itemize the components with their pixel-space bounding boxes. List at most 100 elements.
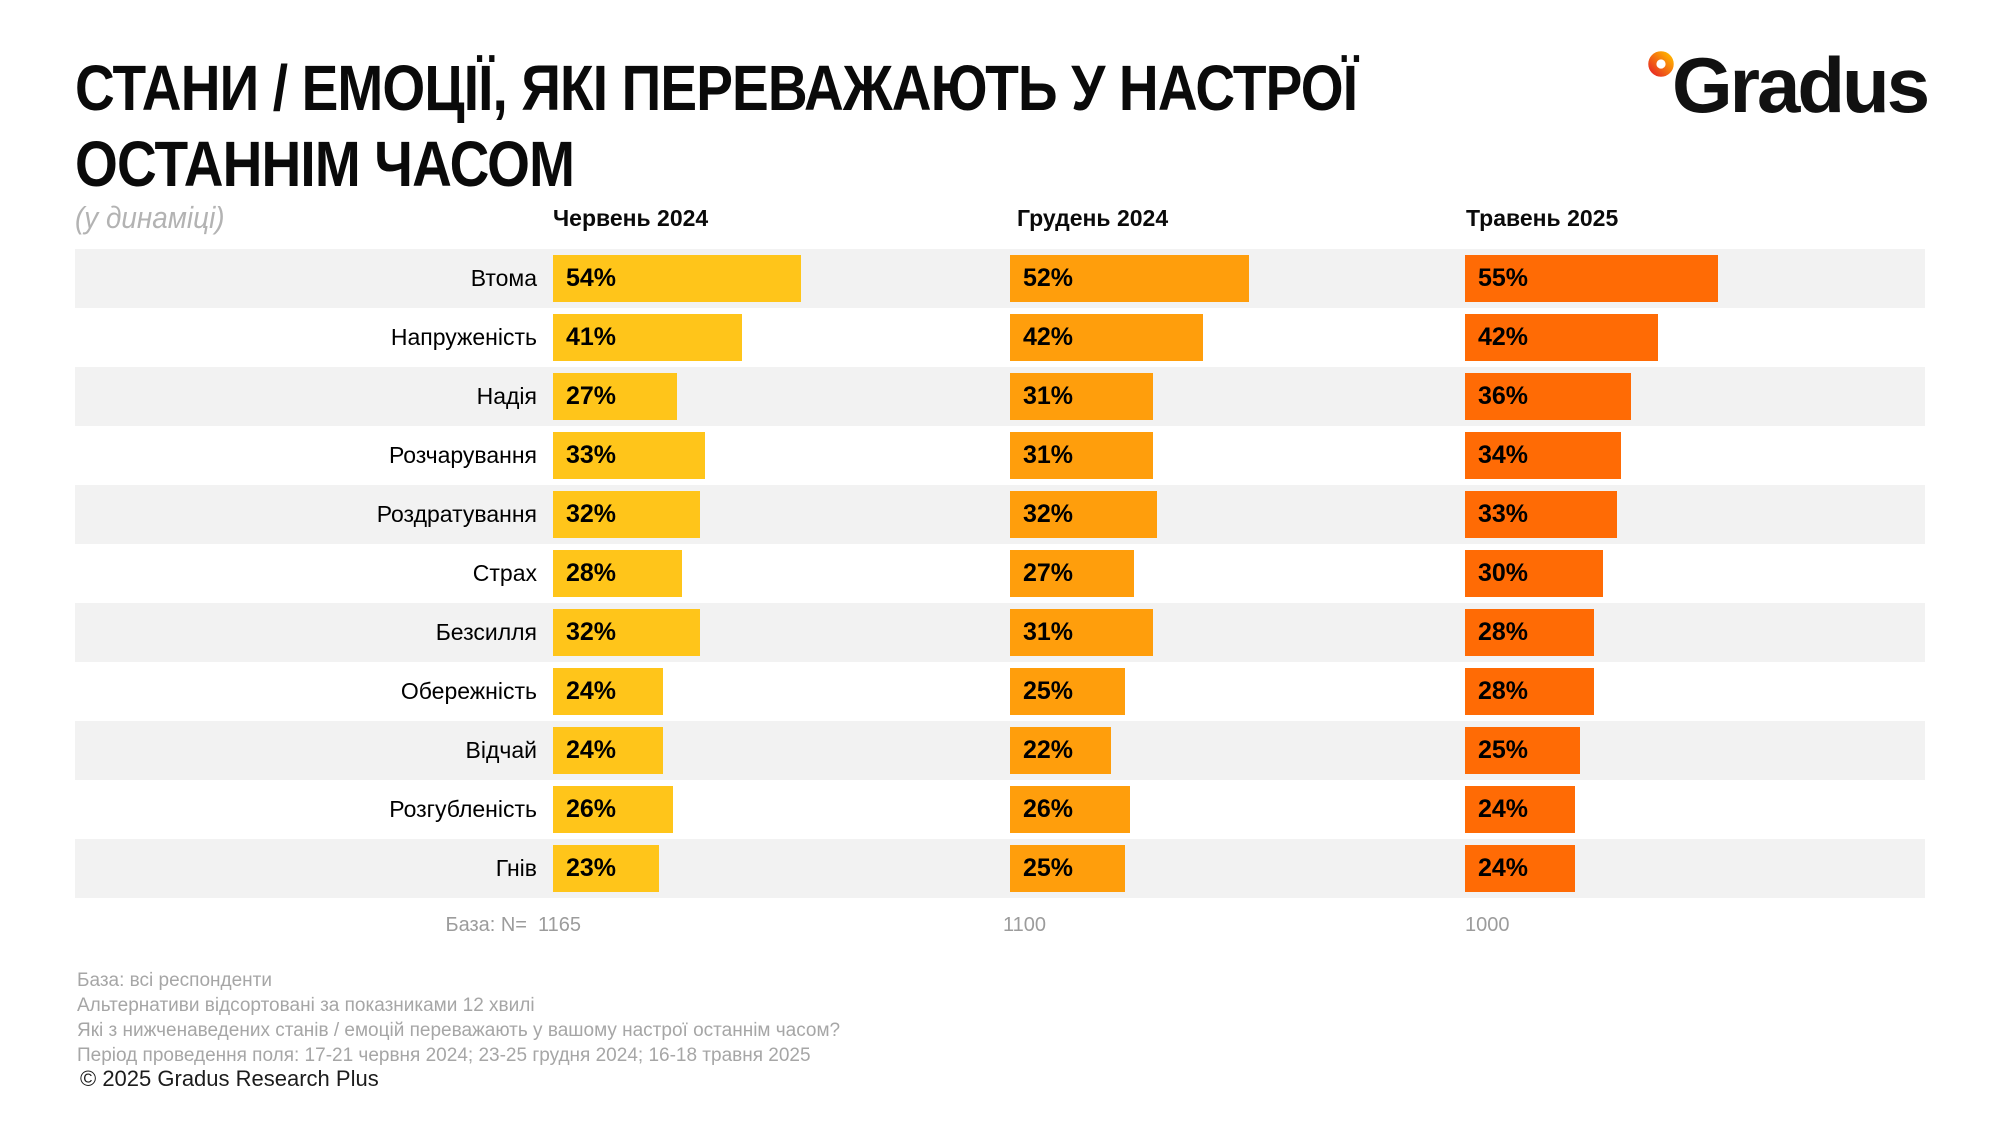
footnotes: База: всі респонденти Альтернативи відсор… xyxy=(77,968,840,1068)
bar-value-label: 41% xyxy=(566,323,617,351)
bar-value-label: 28% xyxy=(566,559,617,587)
base-value-june-2024: 1165 xyxy=(538,914,582,936)
bar: 36% xyxy=(1465,373,1631,420)
bar: 31% xyxy=(1010,609,1153,656)
bar-value-label: 24% xyxy=(566,677,617,705)
category-label: Безсилля xyxy=(435,619,537,645)
bar-value-label: 25% xyxy=(1478,736,1529,764)
bar-value-label: 31% xyxy=(1023,382,1074,410)
bar-value-label: 24% xyxy=(1478,795,1529,823)
bar-value-label: 34% xyxy=(1478,441,1529,469)
bar-value-label: 26% xyxy=(566,795,617,823)
bar: 32% xyxy=(1010,491,1157,538)
bar: 22% xyxy=(1010,727,1111,774)
chart-row: Гнів 23% 25% 24% xyxy=(75,839,1925,898)
category-label: Страх xyxy=(472,560,537,586)
category-label: Гнів xyxy=(495,855,537,881)
bar: 27% xyxy=(553,373,677,420)
chart-row: Розгубленість 26% 26% 24% xyxy=(75,780,1925,839)
chart-row: Страх 28% 27% 30% xyxy=(75,544,1925,603)
bar-chart: Втома 54% 52% 55% Напруженість 41% 42% 42% Надія… xyxy=(75,249,1925,898)
logo-wordmark: Gradus xyxy=(1672,41,1930,129)
bar: 25% xyxy=(1010,845,1125,892)
category-label: Роздратування xyxy=(376,501,537,527)
bar-value-label: 24% xyxy=(566,736,617,764)
bar: 28% xyxy=(1465,609,1594,656)
footnote-line: Які з нижченаведених станів / емоцій пер… xyxy=(77,1020,841,1041)
chart-row: Надія 27% 31% 36% xyxy=(75,367,1925,426)
footnote-line: Період проведення поля: 17-21 червня 202… xyxy=(77,1045,811,1066)
category-label: Втома xyxy=(470,265,537,291)
bar-value-label: 36% xyxy=(1478,382,1529,410)
degree-ring-icon xyxy=(1648,51,1674,77)
bar-value-label: 52% xyxy=(1023,264,1074,292)
bar-value-label: 32% xyxy=(566,500,617,528)
bar-value-label: 24% xyxy=(1478,854,1529,882)
bar: 24% xyxy=(1465,786,1575,833)
bar-value-label: 27% xyxy=(1023,559,1074,587)
bar: 41% xyxy=(553,314,742,361)
page-subtitle: (у динаміці) xyxy=(75,200,225,235)
category-label: Розгубленість xyxy=(389,796,537,822)
bar: 27% xyxy=(1010,550,1134,597)
bar: 25% xyxy=(1465,727,1580,774)
bar-value-label: 31% xyxy=(1023,618,1074,646)
bar: 52% xyxy=(1010,255,1249,302)
category-label: Обережність xyxy=(400,678,537,704)
bar: 24% xyxy=(553,668,663,715)
bar: 28% xyxy=(1465,668,1594,715)
bar-value-label: 33% xyxy=(566,441,617,469)
bar-value-label: 32% xyxy=(1023,500,1074,528)
category-label: Напруженість xyxy=(390,324,537,350)
bar-value-label: 42% xyxy=(1023,323,1074,351)
chart-row: Розчарування 33% 31% 34% xyxy=(75,426,1925,485)
copyright: © 2025 Gradus Research Plus xyxy=(80,1066,379,1091)
category-label: Надія xyxy=(476,383,537,409)
base-label: База: N= xyxy=(445,914,527,936)
bar: 31% xyxy=(1010,432,1153,479)
bar-value-label: 28% xyxy=(1478,618,1529,646)
bar: 28% xyxy=(553,550,682,597)
bar: 33% xyxy=(553,432,705,479)
bar: 54% xyxy=(553,255,801,302)
bar-value-label: 25% xyxy=(1023,854,1074,882)
bar: 23% xyxy=(553,845,659,892)
bar: 25% xyxy=(1010,668,1125,715)
bar-value-label: 55% xyxy=(1478,264,1529,292)
bar: 24% xyxy=(553,727,663,774)
base-value-may-2025: 1000 xyxy=(1465,914,1510,936)
bar-value-label: 31% xyxy=(1023,441,1074,469)
chart-row: Роздратування 32% 32% 33% xyxy=(75,485,1925,544)
chart-row: Втома 54% 52% 55% xyxy=(75,249,1925,308)
bar: 30% xyxy=(1465,550,1603,597)
bar-value-label: 25% xyxy=(1023,677,1074,705)
bar: 42% xyxy=(1010,314,1203,361)
base-value-december-2024: 1100 xyxy=(1003,914,1047,936)
bar-value-label: 27% xyxy=(566,382,617,410)
bar: 33% xyxy=(1465,491,1617,538)
bar: 32% xyxy=(553,609,700,656)
page-title: СТАНИ / ЕМОЦІЇ, ЯКІ ПЕРЕВАЖАЮТЬ У НАСТРО… xyxy=(75,50,1358,202)
bar-value-label: 28% xyxy=(1478,677,1529,705)
bar: 26% xyxy=(553,786,673,833)
bar-value-label: 23% xyxy=(566,854,617,882)
bar: 24% xyxy=(1465,845,1575,892)
page-title-line-1: СТАНИ / ЕМОЦІЇ, ЯКІ ПЕРЕВАЖАЮТЬ У НАСТРО… xyxy=(75,52,1358,124)
bar: 26% xyxy=(1010,786,1130,833)
bar: 31% xyxy=(1010,373,1153,420)
category-label: Відчай xyxy=(465,737,538,763)
column-header-june-2024: Червень 2024 xyxy=(553,205,709,231)
bar: 42% xyxy=(1465,314,1658,361)
bar: 55% xyxy=(1465,255,1718,302)
chart-row: Безсилля 32% 31% 28% xyxy=(75,603,1925,662)
bar-value-label: 32% xyxy=(566,618,617,646)
bar-value-label: 30% xyxy=(1478,559,1529,587)
bar: 34% xyxy=(1465,432,1621,479)
page-title-line-2: ОСТАННІМ ЧАСОМ xyxy=(75,128,575,200)
chart-row: Напруженість 41% 42% 42% xyxy=(75,308,1925,367)
gradus-logo: Gradus xyxy=(1648,41,1930,129)
footnote-line: База: всі респонденти xyxy=(77,970,272,991)
chart-row: Обережність 24% 25% 28% xyxy=(75,662,1925,721)
bar-value-label: 54% xyxy=(566,264,617,292)
